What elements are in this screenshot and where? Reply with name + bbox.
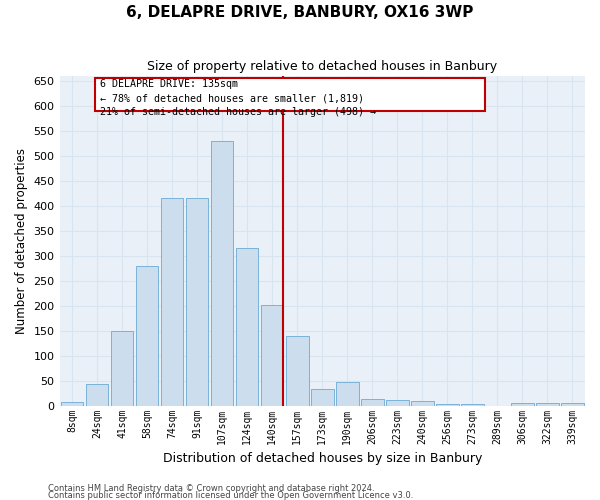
Bar	[186, 198, 208, 406]
Bar	[236, 248, 259, 406]
Title: Size of property relative to detached houses in Banbury: Size of property relative to detached ho…	[147, 60, 497, 73]
Bar	[561, 403, 584, 406]
Bar	[311, 389, 334, 406]
Text: 6 DELAPRE DRIVE: 135sqm
← 78% of detached houses are smaller (1,819)
21% of semi: 6 DELAPRE DRIVE: 135sqm ← 78% of detache…	[100, 79, 376, 117]
Bar	[111, 330, 133, 406]
Bar	[386, 400, 409, 406]
Text: Contains public sector information licensed under the Open Government Licence v3: Contains public sector information licen…	[48, 491, 413, 500]
Bar	[411, 401, 434, 406]
Text: 6, DELAPRE DRIVE, BANBURY, OX16 3WP: 6, DELAPRE DRIVE, BANBURY, OX16 3WP	[127, 5, 473, 20]
Bar	[286, 336, 308, 406]
Text: Contains HM Land Registry data © Crown copyright and database right 2024.: Contains HM Land Registry data © Crown c…	[48, 484, 374, 493]
Bar	[86, 384, 109, 406]
Bar	[511, 403, 534, 406]
Bar	[461, 404, 484, 406]
X-axis label: Distribution of detached houses by size in Banbury: Distribution of detached houses by size …	[163, 452, 482, 465]
Bar	[161, 198, 184, 406]
Bar	[211, 140, 233, 406]
Bar	[436, 404, 458, 406]
Bar	[95, 78, 485, 110]
Bar	[536, 403, 559, 406]
Bar	[261, 304, 283, 406]
Bar	[361, 398, 383, 406]
Bar	[336, 382, 359, 406]
Bar	[61, 402, 83, 406]
Bar	[136, 266, 158, 406]
Y-axis label: Number of detached properties: Number of detached properties	[15, 148, 28, 334]
